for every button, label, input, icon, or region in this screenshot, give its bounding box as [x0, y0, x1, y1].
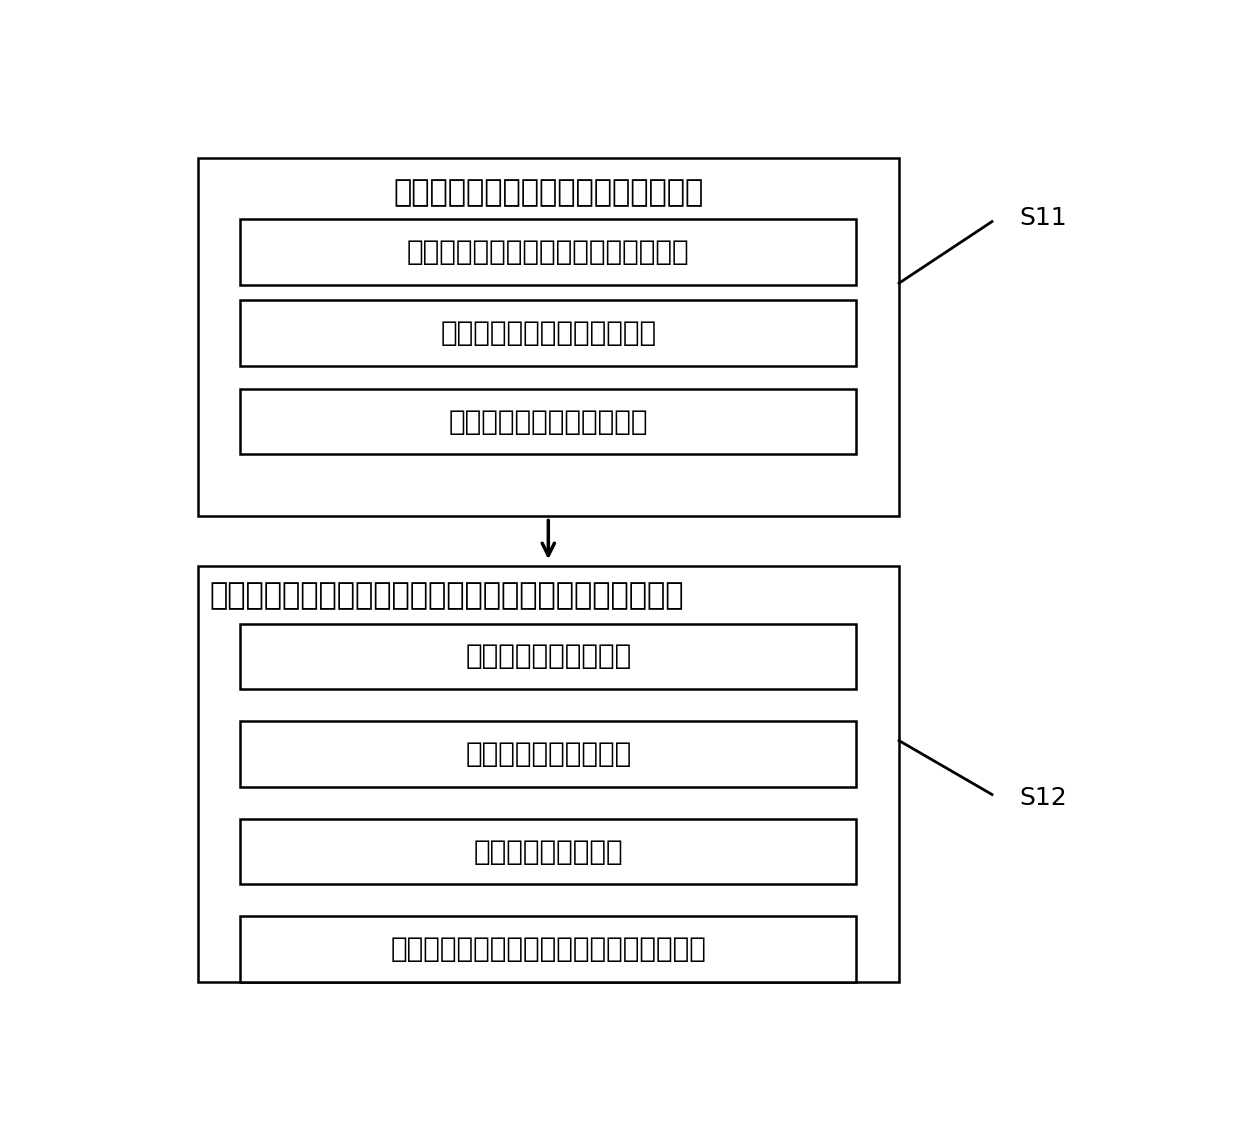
- Text: S12: S12: [1019, 786, 1066, 811]
- Bar: [197, 158, 899, 515]
- Bar: [241, 916, 857, 982]
- Text: S11: S11: [1019, 206, 1066, 230]
- Text: 操作变量的效益方向: 操作变量的效益方向: [474, 838, 624, 866]
- Text: 操作变量与被控变量之间的相关性方向设置: 操作变量与被控变量之间的相关性方向设置: [391, 935, 707, 964]
- Text: 建立循环水系统的水力模型和热力模型: 建立循环水系统的水力模型和热力模型: [407, 238, 689, 266]
- Bar: [241, 219, 857, 285]
- Bar: [241, 819, 857, 884]
- Bar: [197, 566, 899, 982]
- Text: 操作变量的优先级设置: 操作变量的优先级设置: [465, 740, 631, 768]
- Text: 根据生产过程工艺要求，设置被控变量和操作变量的优先级: 根据生产过程工艺要求，设置被控变量和操作变量的优先级: [210, 581, 683, 610]
- Bar: [241, 300, 857, 366]
- Bar: [241, 389, 857, 455]
- Text: 通过试验数据，修正模型参数: 通过试验数据，修正模型参数: [440, 319, 656, 347]
- Text: 建立循环水系统的动态模型和稳态模型: 建立循环水系统的动态模型和稳态模型: [393, 179, 703, 207]
- Text: 建立循环水系统的稳态模型: 建立循环水系统的稳态模型: [449, 408, 649, 436]
- Bar: [241, 721, 857, 787]
- Text: 被控变量的优先级设置: 被控变量的优先级设置: [465, 642, 631, 670]
- Bar: [241, 623, 857, 690]
